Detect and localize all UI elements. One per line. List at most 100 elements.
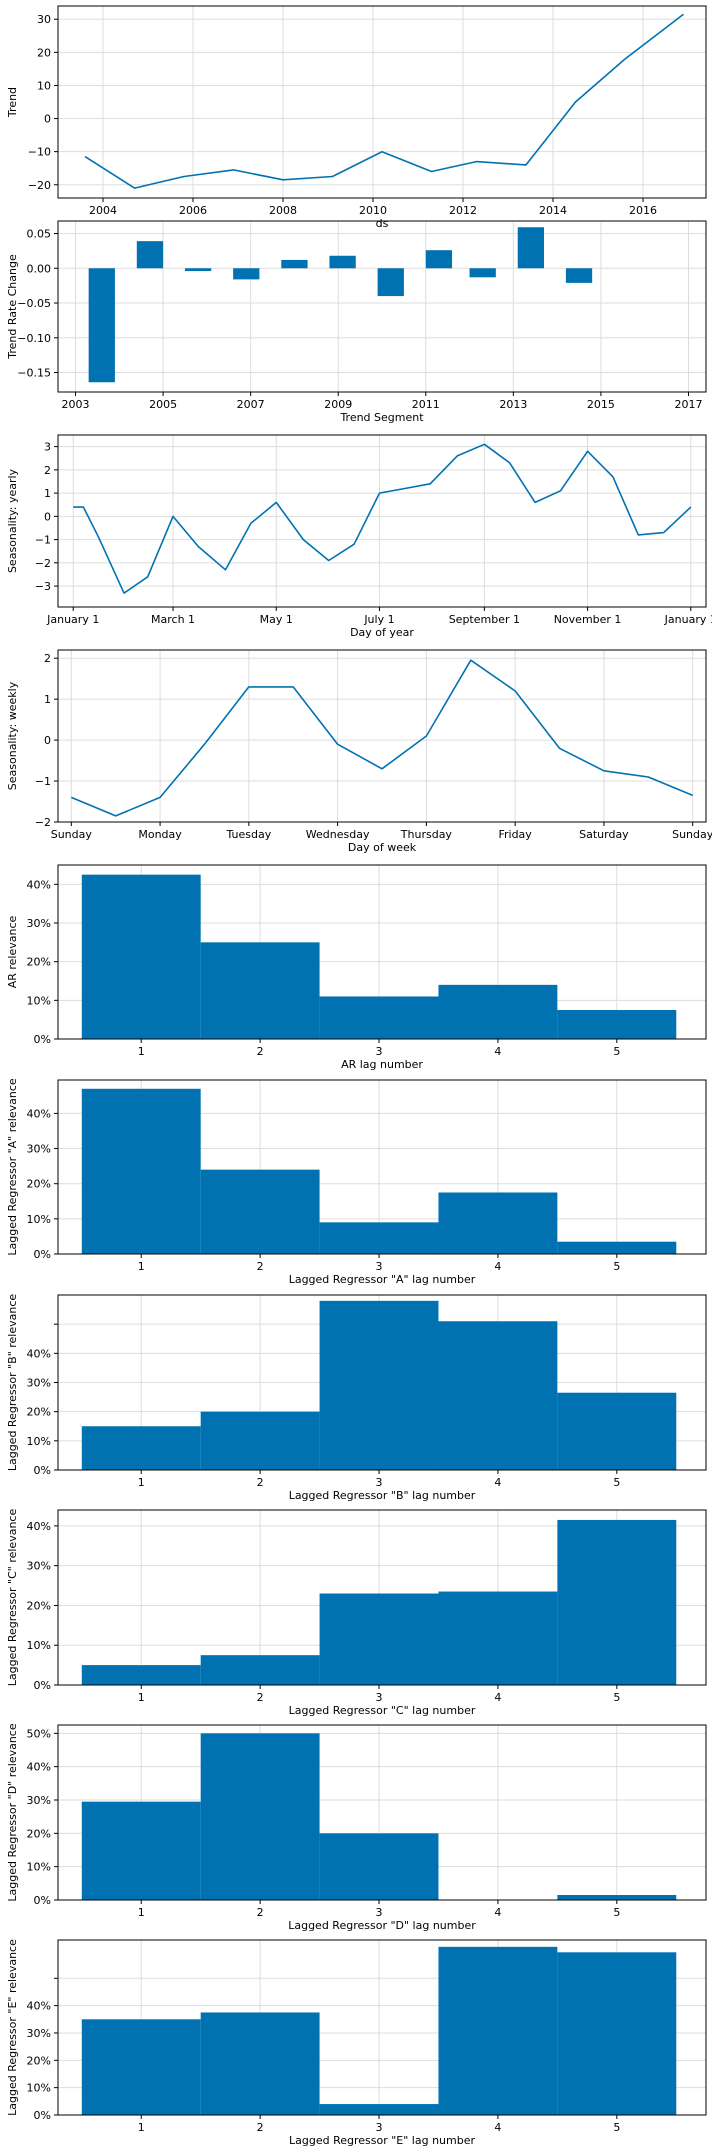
- y-tick-label: 10: [37, 79, 51, 92]
- bar: [438, 1321, 558, 1470]
- y-tick-label: 20: [37, 46, 51, 59]
- y-tick-label: 10%: [27, 994, 51, 1007]
- x-tick-label: Monday: [138, 828, 182, 841]
- chart-panel-9: 1 2 3 4 50%10%20%30%40%50%Lagged Regressor "…: [6, 1723, 707, 1932]
- x-axis-label: Lagged Regressor "C" lag number: [289, 1704, 476, 1717]
- x-tick-label: January 1: [46, 613, 99, 626]
- axes-frame: [57, 1079, 707, 1255]
- y-tick-label: 30%: [27, 1560, 51, 1573]
- x-tick-label: 3: [376, 1260, 383, 1273]
- y-tick-label: 30%: [27, 1143, 51, 1156]
- x-tick-label: 2016: [629, 204, 657, 217]
- chart-panel-8: 1 2 3 4 5 0% 10% 20% 30% 40% Lagged Regressor "C" …: [6, 1509, 707, 1717]
- axes-frame: [57, 864, 707, 1040]
- y-tick-label: 0%: [34, 1679, 51, 1692]
- x-tick-label: 2015: [587, 398, 615, 411]
- x-tick-label: 2: [257, 1260, 264, 1273]
- bar: [438, 1946, 558, 2115]
- x-tick-label: 2010: [359, 204, 387, 217]
- y-tick-label: 0: [44, 510, 51, 523]
- chart-panel-3: January 1 March 1 May 1 July 1 September 1 No…: [6, 434, 712, 639]
- x-tick-label: 2: [257, 1045, 264, 1058]
- x-tick-label: Sunday: [672, 828, 712, 841]
- x-tick-label: 3: [376, 2121, 383, 2134]
- bar: [438, 1192, 558, 1254]
- bar: [319, 1833, 439, 1900]
- x-tick-label: March 1: [151, 613, 195, 626]
- x-tick-label: 2: [257, 2121, 264, 2134]
- axes-frame: [57, 434, 707, 608]
- x-axis-label: Day of year: [350, 626, 414, 639]
- y-tick-label: 20%: [27, 1599, 51, 1612]
- x-tick-label: 4: [494, 1691, 501, 1704]
- y-tick-label: 10%: [27, 1435, 51, 1448]
- axes-frame: [57, 1724, 707, 1901]
- y-axis-label: Trend: [6, 87, 19, 118]
- x-tick-label: 5: [613, 1476, 620, 1489]
- y-tick-label: 20%: [27, 1406, 51, 1419]
- y-tick-label: 30%: [27, 2027, 51, 2040]
- y-tick-label: 20%: [27, 1827, 51, 1840]
- x-tick-label: 4: [494, 1476, 501, 1489]
- x-tick-label: November 1: [554, 613, 622, 626]
- y-tick-label: −0.15: [17, 367, 51, 380]
- bar: [81, 2019, 201, 2115]
- y-axis-label: Seasonality: weekly: [6, 681, 19, 790]
- y-tick-label: 40%: [27, 1761, 51, 1774]
- bar: [438, 984, 558, 1039]
- y-tick-label: 20%: [27, 956, 51, 969]
- y-tick-label: 0%: [34, 1248, 51, 1261]
- x-tick-label: Wednesday: [306, 828, 370, 841]
- bar: [557, 1952, 677, 2115]
- bar: [200, 2012, 320, 2115]
- bar: [319, 1300, 439, 1470]
- x-tick-label: 2: [257, 1906, 264, 1919]
- bar: [81, 1088, 201, 1254]
- y-tick-label: 3: [44, 441, 51, 454]
- x-tick-label: 1: [138, 1906, 145, 1919]
- x-tick-label: Saturday: [579, 828, 629, 841]
- x-tick-label: 2014: [539, 204, 567, 217]
- x-tick-label: Thursday: [400, 828, 453, 841]
- x-tick-label: 4: [494, 2121, 501, 2134]
- y-axis-label: Lagged Regressor "E" relevance: [6, 1939, 19, 2116]
- x-axis-label: ds: [376, 217, 389, 230]
- y-tick-label: 0.00: [27, 262, 52, 275]
- y-tick-label: 30: [37, 13, 51, 26]
- y-tick-label: 10%: [27, 2082, 51, 2095]
- bar: [319, 2104, 439, 2115]
- x-tick-label: 1: [138, 1476, 145, 1489]
- y-tick-label: 0: [44, 113, 51, 126]
- bar: [281, 259, 308, 269]
- y-tick-label: 50%: [27, 1727, 51, 1740]
- x-tick-label: 4: [494, 1906, 501, 1919]
- bar: [184, 268, 212, 272]
- x-tick-label: May 1: [260, 613, 293, 626]
- y-axis-label: Lagged Regressor "D" relevance: [6, 1723, 19, 1901]
- bar: [319, 1222, 439, 1254]
- axes-frame: [57, 649, 707, 823]
- x-tick-label: 5: [613, 1691, 620, 1704]
- x-tick-label: 4: [494, 1260, 501, 1273]
- chart-panel-4: Sunday Monday Tuesday Wednesday Thursday Frid…: [6, 649, 712, 854]
- x-tick-label: 2012: [449, 204, 477, 217]
- x-tick-label: 4: [494, 1045, 501, 1058]
- y-axis-label: Lagged Regressor "A" relevance: [6, 1078, 19, 1256]
- y-tick-label: 0%: [34, 2109, 51, 2122]
- x-tick-label: Tuesday: [225, 828, 271, 841]
- y-tick-label: 10%: [27, 1861, 51, 1874]
- bar: [81, 1665, 201, 1685]
- x-tick-label: September 1: [449, 613, 520, 626]
- x-tick-label: 2011: [412, 398, 440, 411]
- y-tick-label: 30%: [27, 917, 51, 930]
- series-line: [84, 13, 684, 189]
- x-tick-label: 2007: [237, 398, 265, 411]
- bar: [565, 268, 593, 283]
- bar: [557, 1519, 677, 1685]
- y-tick-label: −3: [35, 580, 51, 593]
- bar: [319, 1593, 439, 1685]
- y-tick-label: 1: [44, 693, 51, 706]
- axes-frame: [57, 1509, 707, 1686]
- x-tick-label: 1: [138, 1691, 145, 1704]
